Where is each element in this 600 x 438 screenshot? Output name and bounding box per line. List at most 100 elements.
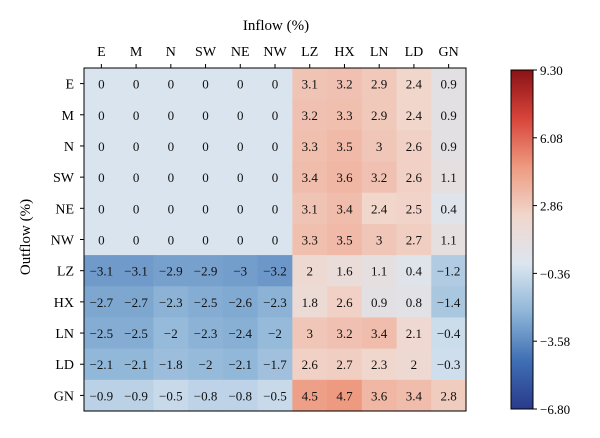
heatmap-cell xyxy=(361,255,398,287)
heatmap-cell xyxy=(257,255,293,287)
heatmap-cell xyxy=(188,223,224,256)
heatmap-cell xyxy=(153,192,189,225)
cell-value-label: −0.9 xyxy=(90,388,114,403)
cell-value-label: 0 xyxy=(133,108,140,123)
cell-value-label: −0.4 xyxy=(437,326,461,341)
heatmap-cell xyxy=(292,255,328,287)
heatmap-cell xyxy=(222,192,259,225)
cell-value-label: −2.9 xyxy=(159,264,183,279)
cell-value-label: 2.3 xyxy=(371,357,387,372)
heatmap-cell xyxy=(361,99,398,131)
cell-value-label: 0.9 xyxy=(441,77,457,92)
heatmap-cell xyxy=(292,161,328,194)
cell-value-label: 0 xyxy=(168,201,175,216)
cell-value-label: 0 xyxy=(168,108,175,123)
row-tick-label: HX xyxy=(54,296,74,311)
heatmap-cell xyxy=(292,68,328,100)
heatmap-cell xyxy=(118,192,155,225)
cell-value-label: 2.7 xyxy=(336,357,353,372)
cell-value-label: 3 xyxy=(376,139,383,154)
heatmap-cell xyxy=(431,68,467,100)
cell-value-label: −2.1 xyxy=(228,357,252,372)
heatmap-cell xyxy=(292,192,328,225)
cell-value-label: 0 xyxy=(237,201,244,216)
heatmap-cell xyxy=(188,286,224,319)
heatmap-cell xyxy=(118,317,155,350)
cell-value-label: 3.1 xyxy=(302,77,318,92)
cell-value-label: 0 xyxy=(237,108,244,123)
heatmap-cell xyxy=(292,99,328,131)
cell-value-label: 0 xyxy=(168,233,175,248)
column-tick-label: M xyxy=(130,45,143,60)
heatmap-cell xyxy=(84,68,120,100)
cell-value-label: 0 xyxy=(202,77,209,92)
cell-value-label: 2.1 xyxy=(406,326,422,341)
row-tick-label: LZ xyxy=(57,265,74,280)
cell-value-label: −2.3 xyxy=(194,326,218,341)
cell-value-label: 2.5 xyxy=(406,201,422,216)
heatmap-cell xyxy=(327,379,363,412)
heatmap-cell xyxy=(327,255,363,287)
column-tick-label: LZ xyxy=(301,45,318,60)
heatmap-cell xyxy=(327,286,363,319)
heatmap-cell xyxy=(361,68,398,100)
heatmap-cell xyxy=(84,192,120,225)
cell-value-label: 0 xyxy=(202,201,209,216)
cell-value-label: 0 xyxy=(98,108,105,123)
heatmap-cell xyxy=(222,161,259,194)
heatmap-cell xyxy=(292,286,328,319)
row-tick-label: NW xyxy=(51,234,75,249)
cell-value-label: 3.6 xyxy=(336,170,353,185)
cell-value-label: 2.6 xyxy=(302,357,319,372)
cell-value-label: 2.6 xyxy=(336,295,353,310)
cell-value-label: 0 xyxy=(168,77,175,92)
cell-value-label: 2.9 xyxy=(371,108,387,123)
cell-value-label: −0.9 xyxy=(124,388,148,403)
heatmap-cell xyxy=(431,255,467,287)
cell-value-label: 0 xyxy=(272,201,279,216)
heatmap-cell xyxy=(431,130,467,163)
row-tick-label: NE xyxy=(55,202,74,217)
cell-value-label: 0.4 xyxy=(406,264,423,279)
heatmap-cell xyxy=(153,130,189,163)
heatmap-cell xyxy=(118,99,155,131)
column-tick-label: NW xyxy=(263,45,287,60)
cell-value-label: 3.3 xyxy=(302,233,318,248)
cell-value-label: 0 xyxy=(98,170,105,185)
heatmap-cell xyxy=(153,68,189,100)
heatmap-cell xyxy=(188,379,224,412)
heatmap-cell xyxy=(361,317,398,350)
cell-value-label: 0.9 xyxy=(371,295,387,310)
heatmap-cell xyxy=(327,130,363,163)
heatmap-cell xyxy=(431,192,467,225)
colorbar-tick-label: 6.08 xyxy=(540,131,563,146)
cell-value-label: −2.4 xyxy=(228,326,252,341)
heatmap-cell xyxy=(188,68,224,100)
cell-value-labels: 0 0 0 0 0 0 3.1 3.2 2.9 2.4 0.9 0 0 0 0 0 0 3.2 3.3 2.9 2.4 0… xyxy=(90,77,461,404)
heatmap-cell xyxy=(153,286,189,319)
cell-value-label: −3 xyxy=(233,264,247,279)
heatmap-cell xyxy=(153,99,189,131)
cell-value-label: 0 xyxy=(202,170,209,185)
heatmap-cell xyxy=(396,255,432,287)
cell-value-label: −2 xyxy=(199,357,213,372)
cell-value-label: −2.3 xyxy=(159,295,183,310)
heatmap-cell xyxy=(257,130,293,163)
cell-value-label: 0 xyxy=(133,77,140,92)
cell-value-label: 0 xyxy=(272,77,279,92)
colorbar-tick-label: −3.58 xyxy=(540,334,570,349)
heatmap-cell xyxy=(361,161,398,194)
cell-value-label: 0.8 xyxy=(406,295,422,310)
colorbar-tick-label: 2.86 xyxy=(540,199,563,214)
heatmap-cell xyxy=(327,348,363,381)
heatmap-cell xyxy=(118,130,155,163)
heatmap-cell xyxy=(257,223,293,256)
cell-value-label: 0 xyxy=(133,170,140,185)
heatmap-cell xyxy=(431,223,467,256)
heatmap-cell xyxy=(431,161,467,194)
heatmap-cell xyxy=(118,161,155,194)
row-tick-label: M xyxy=(62,109,75,124)
heatmap-cell xyxy=(396,223,432,256)
heatmap-cell xyxy=(431,348,467,381)
